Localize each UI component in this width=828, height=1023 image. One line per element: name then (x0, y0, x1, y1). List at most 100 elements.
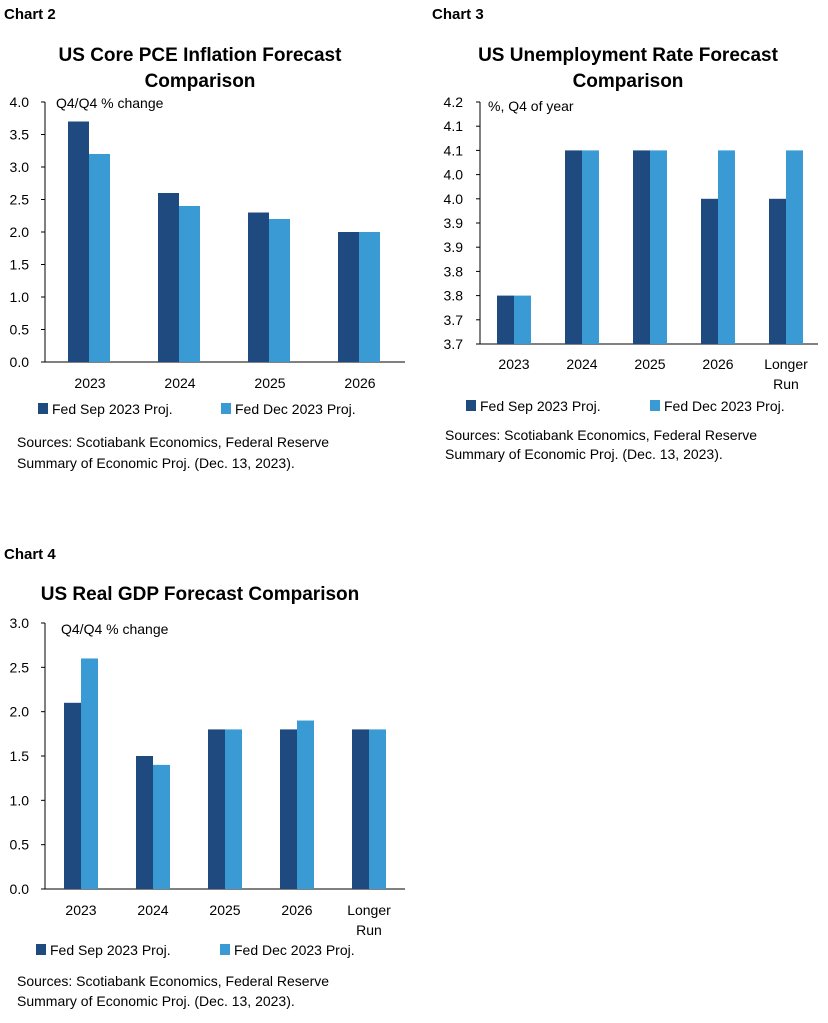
chart-3-x-tick-label: 2024 (566, 356, 597, 372)
chart-2-legend-label: Fed Dec 2023 Proj. (235, 401, 356, 417)
chart-2-y-tick-label: 0.5 (10, 322, 30, 338)
chart-3-bar-dec (582, 150, 599, 344)
chart-3-x-tick-label: Longer (764, 356, 808, 372)
chart-3-y-tick-label: 4.1 (444, 118, 464, 134)
chart-3-y-tick-label: 3.9 (444, 215, 464, 231)
chart-2-bar-sep (68, 121, 89, 362)
chart-4-bar-dec (297, 720, 314, 889)
chart-3-y-tick-label: 4.0 (444, 167, 464, 183)
chart-4-source-line-1: Sources: Scotiabank Economics, Federal R… (17, 973, 329, 989)
chart-3-y-tick-label: 3.9 (444, 239, 464, 255)
chart-3-source-line-1: Sources: Scotiabank Economics, Federal R… (445, 427, 757, 443)
chart-4-legend-swatch (220, 944, 230, 955)
chart-4-bar-dec (153, 764, 170, 889)
chart-3-bar-dec (786, 150, 803, 344)
chart-2-x-tick-label: 2023 (74, 375, 105, 391)
chart-2-y-tick-label: 3.5 (10, 127, 30, 143)
chart-4-legend-label: Fed Dec 2023 Proj. (234, 942, 355, 958)
chart-3-y-tick-label: 3.7 (444, 312, 464, 328)
chart-3-bar-sep (701, 198, 718, 344)
chart-3-x-tick-label: 2025 (634, 356, 665, 372)
chart-4-label: Chart 4 (4, 546, 56, 563)
chart-4-y-tick-label: 1.5 (10, 748, 30, 764)
chart-4-x-tick-label: Longer (347, 902, 391, 918)
chart-4-y-tick-label: 0.0 (10, 881, 30, 897)
chart-2-label: Chart 2 (4, 6, 56, 23)
chart-2-legend-swatch (38, 403, 48, 414)
chart-4-unit-label: Q4/Q4 % change (61, 621, 169, 637)
chart-2-source-line-1: Sources: Scotiabank Economics, Federal R… (17, 434, 329, 450)
chart-4-bar-dec (369, 729, 386, 889)
chart-2-bar-dec (179, 206, 200, 362)
chart-3-title-line-2: Comparison (573, 71, 684, 92)
chart-2-title-line-2: Comparison (145, 71, 256, 92)
chart-3-y-tick-label: 3.7 (444, 336, 464, 352)
chart-4-x-tick-label: 2025 (209, 902, 240, 918)
chart-2-x-tick-label: 2026 (344, 375, 375, 391)
chart-2-bar-dec (269, 219, 290, 362)
chart-3-bar-dec (718, 150, 735, 344)
chart-3-bar-sep (633, 150, 650, 344)
chart-2-bar-dec (359, 232, 380, 362)
chart-4-y-tick-label: 3.0 (10, 615, 30, 631)
chart-4-bar-sep (136, 756, 153, 889)
chart-3-y-tick-label: 3.8 (444, 288, 464, 304)
chart-3-legend-swatch (650, 400, 660, 411)
chart-4-y-tick-label: 2.5 (10, 659, 30, 675)
chart-2-legend-label: Fed Sep 2023 Proj. (52, 401, 173, 417)
chart-2-y-tick-label: 1.5 (10, 257, 30, 273)
chart-4-bar-dec (81, 658, 98, 889)
chart-4-x-tick-label: 2026 (281, 902, 312, 918)
chart-3-x-tick-label: Run (773, 376, 799, 392)
chart-2-x-tick-label: 2024 (164, 375, 195, 391)
chart-3-y-tick-label: 4.1 (444, 142, 464, 158)
chart-4-bar-sep (64, 702, 81, 889)
chart-4-source-line-2: Summary of Economic Proj. (Dec. 13, 2023… (17, 993, 295, 1009)
chart-4-y-tick-label: 1.0 (10, 792, 30, 808)
chart-3-x-tick-label: 2023 (498, 356, 529, 372)
chart-4-bar-sep (280, 729, 297, 889)
chart-2-x-tick-label: 2025 (254, 375, 285, 391)
chart-2-bar-sep (248, 212, 269, 362)
chart-2-y-tick-label: 2.5 (10, 192, 30, 208)
chart-3-unit-label: %, Q4 of year (488, 98, 574, 114)
chart-3-label: Chart 3 (432, 6, 484, 23)
chart-2-y-tick-label: 2.0 (10, 224, 30, 240)
chart-4-legend-swatch (36, 944, 46, 955)
chart-4-bar-sep (208, 729, 225, 889)
chart-3-x-tick-label: 2026 (702, 356, 733, 372)
chart-2-y-tick-label: 3.0 (10, 159, 30, 175)
chart-3-legend-label: Fed Dec 2023 Proj. (664, 398, 785, 414)
chart-2-title-line-1: US Core PCE Inflation Forecast (59, 45, 343, 66)
chart-2-unit-label: Q4/Q4 % change (56, 95, 164, 111)
chart-4-bar-dec (225, 729, 242, 889)
chart-2-bar-sep (158, 193, 179, 362)
chart-4-legend-label: Fed Sep 2023 Proj. (50, 942, 171, 958)
chart-4-x-tick-label: 2023 (65, 902, 96, 918)
chart-3-bar-dec (650, 150, 667, 344)
chart-4-bar-sep (352, 729, 369, 889)
chart-4-x-tick-label: 2024 (137, 902, 168, 918)
chart-4-y-tick-label: 2.0 (10, 704, 30, 720)
chart-3-legend-swatch (466, 400, 476, 411)
chart-3-y-tick-label: 3.8 (444, 263, 464, 279)
chart-3-bar-dec (514, 295, 531, 344)
chart-3-y-tick-label: 4.2 (444, 94, 464, 110)
chart-3-y-tick-label: 4.0 (444, 191, 464, 207)
chart-3-bar-sep (769, 198, 786, 344)
chart-2-y-tick-label: 0.0 (10, 354, 30, 370)
chart-4-title-line-1: US Real GDP Forecast Comparison (41, 584, 360, 605)
chart-4-x-tick-label: Run (356, 922, 382, 938)
chart-3-legend-label: Fed Sep 2023 Proj. (480, 398, 601, 414)
chart-3-source-line-2: Summary of Economic Proj. (Dec. 13, 2023… (445, 446, 723, 462)
chart-3-bar-sep (565, 150, 582, 344)
chart-2-y-tick-label: 1.0 (10, 289, 30, 305)
chart-2-legend-swatch (221, 403, 231, 414)
chart-2-y-tick-label: 4.0 (10, 94, 30, 110)
chart-2-bar-sep (338, 232, 359, 362)
chart-2-source-line-2: Summary of Economic Proj. (Dec. 13, 2023… (17, 455, 295, 471)
chart-3-title-line-1: US Unemployment Rate Forecast (478, 45, 779, 66)
chart-2-bar-dec (89, 154, 110, 362)
chart-4-y-tick-label: 0.5 (10, 837, 30, 853)
